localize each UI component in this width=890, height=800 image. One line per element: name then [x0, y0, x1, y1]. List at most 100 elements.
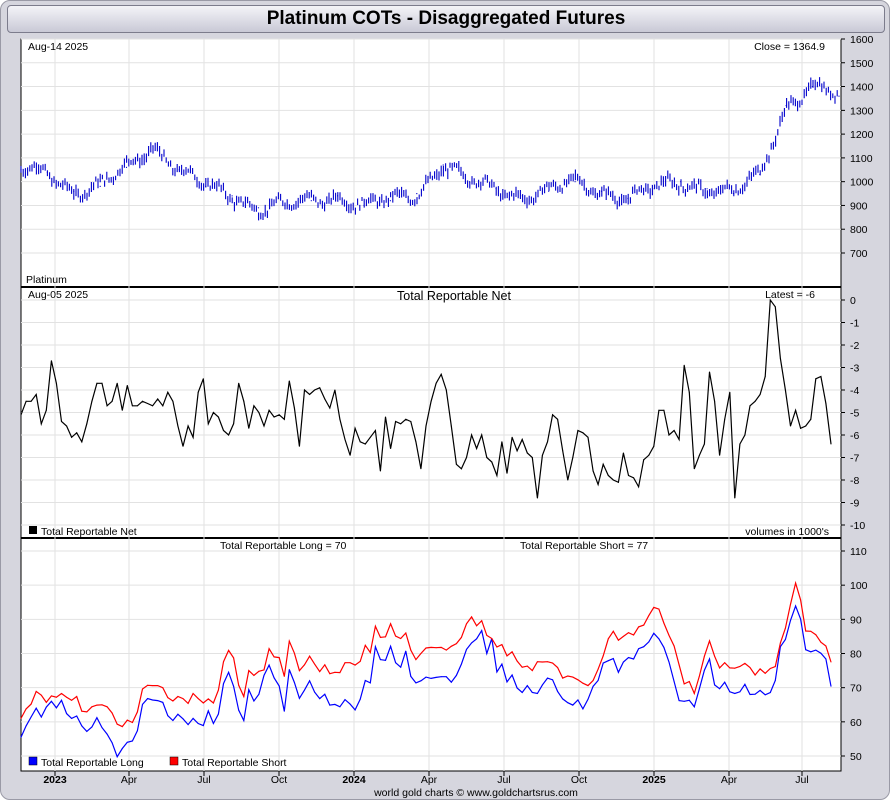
long-point [187, 724, 189, 726]
price-point [759, 173, 761, 176]
x-tick-label: 2025 [642, 774, 666, 786]
net-point [45, 409, 47, 411]
short-point [587, 685, 589, 687]
long-point [223, 683, 224, 685]
long-point [390, 645, 392, 647]
long-point [354, 709, 356, 711]
short-point [541, 661, 543, 663]
long-point [50, 700, 52, 702]
short-point [91, 706, 93, 708]
long-point [521, 692, 523, 693]
long-point [126, 741, 128, 743]
short-point [506, 655, 508, 657]
long-point [162, 701, 164, 703]
short-point [217, 689, 219, 691]
short-point [268, 648, 270, 650]
long-point [212, 723, 214, 724]
short-point [440, 646, 442, 648]
short-point [734, 667, 736, 669]
long-point [557, 690, 559, 692]
long-point [177, 713, 179, 715]
net-point [830, 443, 832, 445]
long-point [207, 710, 209, 712]
short-point [167, 697, 169, 699]
net-point [734, 497, 736, 499]
long-point [673, 681, 675, 682]
short-point [76, 696, 78, 697]
short-point [800, 599, 802, 601]
long-point [253, 700, 255, 702]
short-point [253, 674, 255, 676]
short-point [683, 683, 685, 685]
net-legend-swatch [29, 526, 37, 534]
net-point [385, 416, 386, 418]
short-point [212, 702, 214, 704]
long-point [116, 756, 118, 758]
net-point [521, 439, 523, 440]
net-point [541, 454, 543, 456]
long-point [136, 730, 138, 732]
short-point [283, 675, 285, 677]
long-point [374, 646, 376, 648]
short-point [20, 717, 22, 719]
net-point [744, 434, 746, 436]
short-point [304, 664, 305, 666]
net-legend-label: Total Reportable Net [41, 526, 137, 538]
y-tick-label: -5 [850, 408, 859, 420]
short-point [536, 661, 538, 663]
price-close-label: Close = 1364.9 [754, 41, 825, 53]
net-point [410, 421, 412, 422]
net-point [273, 416, 275, 418]
long-point [309, 680, 311, 682]
net-point [20, 414, 22, 416]
net-date-label: Aug-05 2025 [28, 289, 88, 301]
long-point [567, 702, 569, 704]
price-point [46, 171, 49, 173]
short-point [35, 690, 37, 692]
net-point [152, 405, 154, 407]
long-point [400, 666, 402, 668]
net-point [217, 416, 219, 418]
short-point [319, 671, 321, 673]
long-point [714, 684, 716, 686]
short-point [263, 669, 265, 671]
net-point [116, 382, 118, 384]
short-point [749, 667, 751, 668]
long-point [319, 698, 321, 700]
short-point [759, 668, 761, 670]
price-point [231, 195, 233, 197]
net-point [769, 299, 771, 301]
net-point [800, 427, 802, 429]
long-point [622, 661, 624, 663]
net-point [774, 306, 776, 308]
price-point [310, 200, 312, 202]
long-point [228, 671, 230, 673]
y-tick-label: -3 [850, 363, 859, 375]
net-point [324, 398, 326, 400]
short-point [648, 615, 650, 617]
net-point [628, 475, 629, 476]
short-point [278, 657, 280, 659]
price-point [680, 181, 682, 183]
net-point [455, 463, 457, 465]
short-point [238, 684, 240, 686]
y-tick-label: 1600 [850, 34, 874, 46]
long-point [71, 717, 73, 719]
short-point [329, 673, 331, 675]
net-title: Total Reportable Net [397, 289, 511, 303]
short-point [617, 639, 619, 641]
short-point [309, 655, 311, 657]
net-point [511, 436, 513, 438]
long-point [486, 653, 488, 654]
net-point [212, 412, 214, 413]
x-tick-label: Jul [497, 774, 510, 786]
net-point [739, 443, 741, 445]
price-point [600, 190, 603, 192]
short-point [243, 696, 245, 697]
short-point [486, 634, 488, 636]
short-point [405, 632, 407, 634]
long-point [233, 685, 235, 687]
short-point [121, 726, 123, 728]
net-point [278, 414, 280, 416]
net-point [304, 389, 305, 391]
